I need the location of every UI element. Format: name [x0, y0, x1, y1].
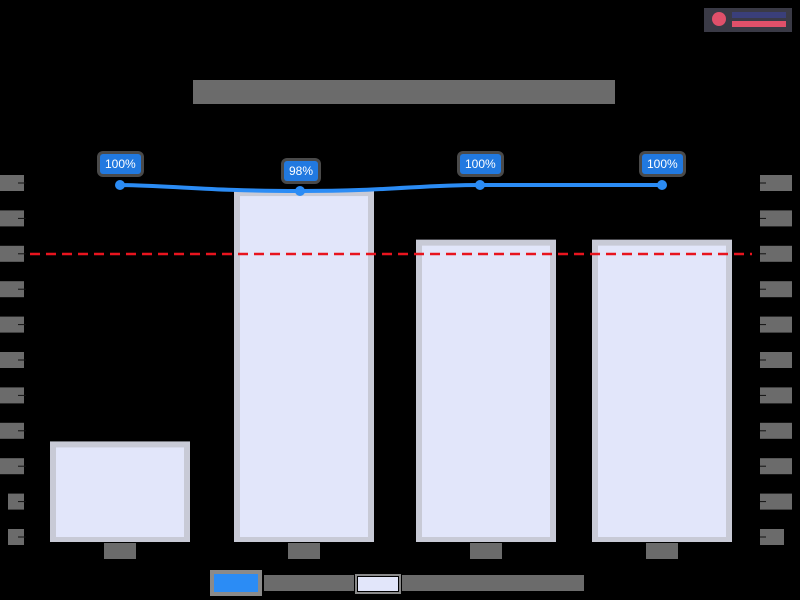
right-tick-label: [760, 352, 792, 368]
line-value-label: 98%: [284, 161, 319, 181]
right-tick-label: [760, 245, 792, 262]
line-point: [657, 180, 667, 190]
rate-line: [119, 183, 662, 194]
x-tick-label: [470, 543, 502, 559]
x-tick-label: [104, 543, 136, 559]
line-point: [475, 180, 485, 190]
bar: [598, 245, 726, 537]
bar: [422, 245, 550, 537]
right-tick-label: [760, 458, 792, 475]
right-tick-label: [760, 387, 792, 404]
right-tick-label: [760, 175, 792, 191]
left-tick-label: [0, 316, 24, 333]
left-tick-label: [0, 387, 24, 404]
legend-swatch-line: [210, 570, 262, 596]
logo-icon: [712, 12, 726, 26]
left-tick-label: [0, 458, 24, 475]
right-tick-label: [760, 422, 792, 439]
left-tick-label: [8, 493, 24, 510]
right-tick-label: [760, 529, 784, 545]
line-point: [115, 180, 125, 190]
x-tick-label: [646, 543, 678, 559]
line-point: [295, 186, 305, 196]
right-tick-label: [760, 493, 792, 510]
left-tick-label: [0, 175, 24, 191]
right-axis: [760, 175, 792, 545]
bars: [50, 190, 732, 559]
legend-label-bar: [402, 575, 584, 591]
left-tick-label: [0, 422, 24, 439]
x-tick-label: [288, 543, 320, 559]
line-value-label: 100%: [460, 154, 501, 174]
left-tick-label: [0, 281, 24, 298]
right-tick-label: [760, 210, 792, 227]
bar: [56, 447, 184, 537]
left-axis: [0, 175, 26, 545]
left-tick-label: [0, 245, 24, 262]
legend-label-line: [264, 575, 354, 591]
bar: [240, 196, 368, 537]
left-tick-label: [0, 210, 24, 227]
right-tick-label: [760, 281, 792, 298]
left-tick-label: [0, 352, 24, 368]
logo: [704, 8, 792, 32]
right-tick-label: [760, 316, 792, 333]
chart-title: [193, 80, 615, 104]
legend-swatch-bar: [357, 576, 399, 592]
left-tick-label: [8, 529, 24, 545]
line-value-label: 100%: [642, 154, 683, 174]
line-value-label: 100%: [100, 154, 141, 174]
